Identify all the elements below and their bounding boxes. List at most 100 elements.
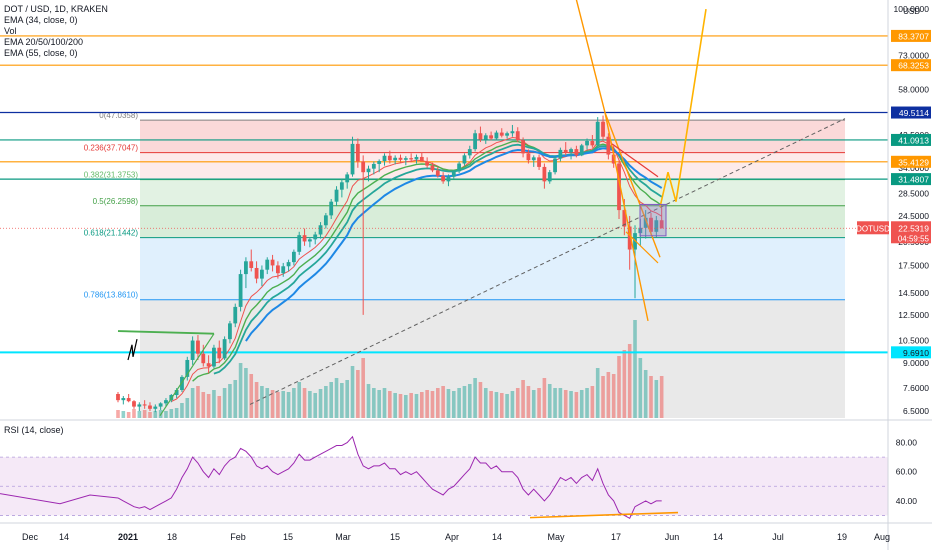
volume-bar <box>196 386 200 418</box>
volume-bar <box>473 378 477 418</box>
time-tick-label: Aug <box>874 532 890 542</box>
volume-bar <box>222 388 227 418</box>
study-ema55[interactable]: EMA (55, close, 0) <box>4 48 78 58</box>
candle-body <box>521 140 525 154</box>
candle-body <box>483 135 488 140</box>
volume-bar <box>292 388 296 418</box>
volume-bar <box>659 376 664 418</box>
candle-body <box>291 251 296 263</box>
level-badge-label: 68.3253 <box>898 61 929 71</box>
time-tick-label: 14 <box>713 532 723 542</box>
candle-body <box>260 269 264 279</box>
fib-level-label: 0.236(37.7047) <box>84 144 139 153</box>
time-tick-label: Apr <box>445 532 459 542</box>
candle-body <box>249 261 254 268</box>
rsi-line <box>117 435 662 519</box>
volume-bar <box>505 394 509 418</box>
level-badge <box>891 106 931 119</box>
fib-band <box>140 179 845 206</box>
time-tick-label: 19 <box>837 532 847 542</box>
candle-body <box>435 170 440 176</box>
volume-bar <box>249 374 254 418</box>
volume-bar <box>121 411 126 418</box>
volume-bar <box>270 390 275 418</box>
volume-bar <box>483 388 488 418</box>
consolidation-box <box>639 203 667 237</box>
volume-bar <box>313 393 318 418</box>
candle-body <box>505 133 509 136</box>
volume-bar <box>265 388 270 418</box>
rsi-title[interactable]: RSI (14, close) <box>4 425 64 435</box>
volume-bar <box>206 394 211 418</box>
study-vol[interactable]: Vol <box>4 26 17 36</box>
breakout-line <box>159 333 215 416</box>
candle-body <box>558 149 563 159</box>
candle-body <box>393 157 398 161</box>
wedge-line <box>625 231 659 264</box>
study-ema34[interactable]: EMA (34, close, 0) <box>4 15 78 25</box>
volume-bar <box>201 392 206 418</box>
candle-body <box>547 172 552 182</box>
level-badge <box>891 133 931 146</box>
candle-body <box>366 168 371 173</box>
price-tick-label: 24.5000 <box>898 211 929 221</box>
level-badge <box>891 155 931 168</box>
time-tick-label: 15 <box>390 532 400 542</box>
candle-body <box>419 156 424 162</box>
candle-body <box>409 158 414 160</box>
candle-body <box>446 176 451 182</box>
volume-bar <box>499 393 504 418</box>
candle-body <box>222 339 227 359</box>
volume-bar <box>356 370 360 418</box>
volume-bar <box>467 384 472 418</box>
volume-bar <box>244 368 248 418</box>
candle-body <box>174 390 179 395</box>
candle-body <box>281 266 286 274</box>
candle-body <box>164 400 168 404</box>
level-badge-label: 49.5114 <box>899 108 929 118</box>
study-ema-ribbon[interactable]: EMA 20/50/100/200 <box>4 37 84 47</box>
candle-body <box>425 161 430 166</box>
time-tick-label: 17 <box>611 532 621 542</box>
time-tick-label: Dec <box>22 532 39 542</box>
candle-body <box>254 267 259 279</box>
candle-body <box>302 235 307 242</box>
candle-body <box>276 265 280 274</box>
candle-body <box>414 156 419 160</box>
symbol-badge-label: DOTUSD <box>856 224 890 233</box>
volume-bar <box>638 358 643 418</box>
volume-bar <box>494 392 499 418</box>
candle-body <box>441 175 446 182</box>
last-price-badge <box>891 221 931 244</box>
rsi-tick-label: 60.00 <box>896 467 918 477</box>
volume-bar <box>451 391 456 418</box>
candle-body <box>382 155 387 162</box>
candle-body <box>126 398 131 402</box>
rsi-tick-label: 40.00 <box>896 496 918 506</box>
volume-bar <box>308 391 312 418</box>
volume-bar <box>585 388 589 418</box>
volume-bar <box>148 412 152 418</box>
candle-body <box>617 163 621 211</box>
time-tick-label: Mar <box>335 532 351 542</box>
volume-bar <box>643 370 648 418</box>
volume-bar <box>153 411 158 418</box>
candle-body <box>190 340 195 360</box>
symbol-title[interactable]: DOT / USD, 1D, KRAKEN <box>4 4 108 14</box>
time-tick-label: Jul <box>772 532 784 542</box>
volume-bar <box>404 395 408 418</box>
volume-bar <box>238 363 243 418</box>
candle-body <box>627 226 632 250</box>
level-badge <box>891 346 931 359</box>
candle-body <box>473 133 478 150</box>
time-tick-label: 18 <box>167 532 177 542</box>
volume-bar <box>169 409 174 418</box>
candle-body <box>478 133 483 140</box>
volume-bar <box>334 378 339 418</box>
fib-band <box>140 152 845 180</box>
candle-body <box>286 262 291 267</box>
level-badge-label: 31.4807 <box>898 175 929 185</box>
volume-bar <box>164 411 168 418</box>
candle-body <box>510 131 515 134</box>
